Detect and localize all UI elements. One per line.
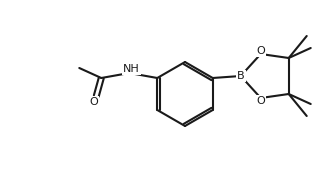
Text: B: B <box>237 71 245 81</box>
Text: O: O <box>256 96 265 106</box>
Text: NH: NH <box>123 64 140 74</box>
Text: O: O <box>89 97 98 107</box>
Text: O: O <box>256 46 265 56</box>
